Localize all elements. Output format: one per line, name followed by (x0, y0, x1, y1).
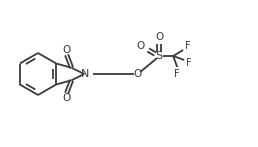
Text: O: O (133, 69, 141, 79)
Text: S: S (156, 51, 163, 61)
Text: F: F (186, 41, 191, 51)
Text: F: F (186, 58, 192, 68)
Text: N: N (81, 69, 89, 79)
Text: O: O (62, 93, 71, 103)
Text: F: F (174, 69, 180, 79)
Text: O: O (155, 32, 163, 42)
Text: O: O (136, 41, 144, 51)
Text: O: O (62, 45, 71, 55)
